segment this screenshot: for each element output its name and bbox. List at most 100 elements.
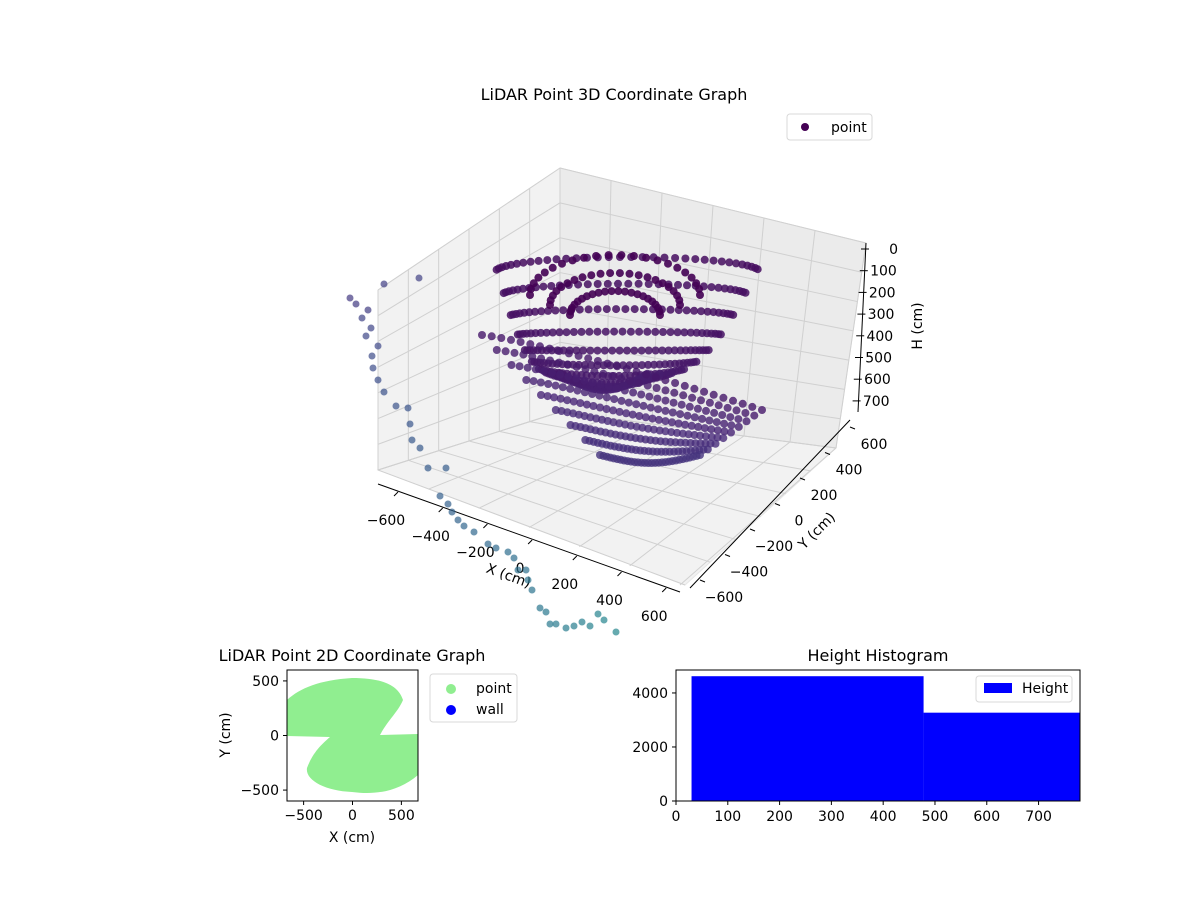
point-3d <box>583 280 592 289</box>
point-3d <box>621 305 630 314</box>
x-axis-label-3d: X (cm) <box>484 561 533 592</box>
point-3d <box>604 251 613 260</box>
point-3d <box>380 388 388 396</box>
point-3d <box>646 403 655 412</box>
point-3d <box>608 346 617 355</box>
point-3d <box>704 346 713 355</box>
point-3d <box>644 346 653 355</box>
point-3d <box>601 327 610 336</box>
legend-2d-marker-point <box>446 684 456 694</box>
x-axis-label-2d: X (cm) <box>329 830 375 846</box>
point-3d <box>563 396 572 405</box>
point-3d <box>634 379 643 388</box>
point-3d <box>626 327 635 336</box>
point-3d <box>436 492 444 500</box>
point-3d <box>639 305 648 314</box>
point-3d <box>586 622 594 630</box>
point-3d <box>678 429 687 438</box>
point-3d <box>550 393 559 402</box>
point-3d <box>625 376 634 385</box>
point-3d <box>406 420 414 428</box>
point-3d <box>522 376 531 384</box>
point-3d <box>666 328 675 337</box>
point-3d <box>559 306 568 315</box>
point-3d <box>688 393 697 402</box>
point-3d <box>610 395 619 404</box>
point-3d <box>587 361 596 370</box>
point-3d <box>631 361 640 370</box>
point-3d <box>669 398 678 407</box>
point-3d <box>641 413 650 422</box>
point-3d <box>562 328 571 337</box>
x-tick-label-2d: 0 <box>348 808 357 824</box>
point-3d <box>687 273 696 282</box>
point-3d <box>602 305 611 314</box>
point-3d <box>581 365 590 374</box>
z-tick-label-3d: 700 <box>863 394 890 410</box>
legend-2d-marker-wall <box>446 705 456 715</box>
point-3d <box>528 586 536 594</box>
point-3d <box>572 374 581 383</box>
point-3d <box>570 276 579 284</box>
point-3d <box>750 411 759 420</box>
histogram-y-tick-label: 2000 <box>632 740 668 756</box>
point-3d <box>683 411 692 420</box>
point-3d <box>364 306 372 314</box>
point-3d <box>614 287 623 296</box>
y-tick-3d <box>699 579 706 583</box>
point-3d <box>531 307 539 316</box>
point-3d <box>654 415 663 424</box>
point-3d <box>653 256 662 265</box>
point-3d <box>539 282 548 291</box>
point-3d <box>579 346 588 355</box>
point-3d <box>523 363 532 372</box>
point-3d <box>713 426 722 435</box>
point-3d <box>692 357 701 366</box>
point-3d <box>690 306 699 315</box>
point-3d <box>668 418 676 427</box>
point-3d <box>524 576 532 584</box>
x-tick-3d <box>572 555 578 561</box>
plot-frame-histogram <box>675 669 1081 802</box>
legend-3d-marker <box>801 123 809 131</box>
point-3d <box>709 390 718 399</box>
point-3d <box>585 327 594 336</box>
point-3d <box>551 381 560 390</box>
point-3d <box>635 327 644 336</box>
point-3d <box>623 346 631 355</box>
point-3d <box>510 554 518 562</box>
point-3d <box>586 346 595 355</box>
point-3d <box>531 365 540 374</box>
point-3d <box>600 616 608 624</box>
point-3d <box>604 382 613 391</box>
point-3d <box>618 327 627 336</box>
point-3d <box>680 328 689 337</box>
z-tick-label-3d: 500 <box>865 351 892 367</box>
point-3d <box>368 352 376 360</box>
y-tick-3d <box>774 503 781 506</box>
point-3d <box>515 362 524 371</box>
x-tick-3d <box>483 523 488 529</box>
point-3d <box>593 305 602 314</box>
point-3d <box>742 417 751 426</box>
point-3d <box>501 347 510 356</box>
y-tick-label-3d: −400 <box>730 565 768 581</box>
chart-3d: LiDAR Point 3D Coordinate Graph −600 −400… <box>346 85 926 636</box>
point-3d <box>696 451 704 459</box>
point-3d <box>522 566 530 574</box>
point-3d <box>718 411 727 419</box>
point-3d <box>705 398 714 407</box>
z-tick-label-3d: 100 <box>870 264 897 280</box>
point-3d <box>615 346 624 355</box>
point-3d <box>534 256 543 265</box>
point-3d <box>725 258 734 267</box>
x-tick-label-2d: −500 <box>284 808 322 824</box>
point-3d <box>651 276 660 284</box>
point-3d <box>612 384 621 393</box>
point-3d <box>703 307 712 316</box>
point-3d <box>484 540 492 548</box>
point-3d <box>656 311 664 319</box>
point-3d <box>416 444 424 452</box>
point-3d <box>512 259 521 268</box>
